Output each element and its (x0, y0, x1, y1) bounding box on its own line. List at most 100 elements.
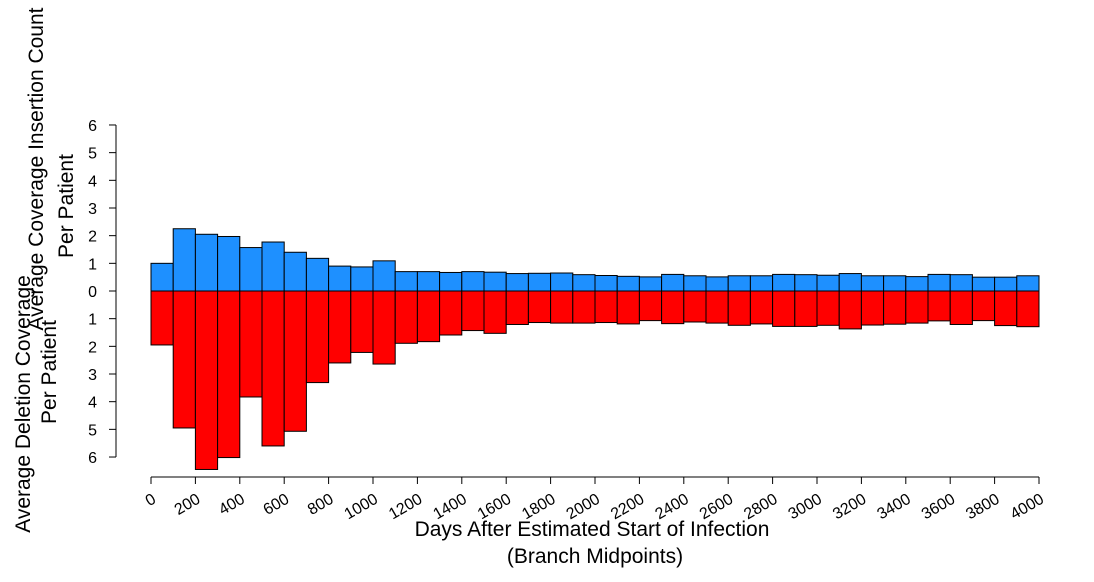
insertion-bar-26 (727, 275, 751, 292)
deletion-bar-26 (727, 290, 751, 326)
deletion-bar-37 (971, 290, 996, 322)
deletion-bar-19 (572, 290, 596, 324)
x-tick-label-0: 0 (143, 491, 159, 510)
y-axis-title-insertion: Average Coverage Insertion Count (25, 7, 48, 330)
insertion-bar-2 (194, 233, 219, 292)
insertion-bar-3 (217, 235, 241, 292)
x-axis-title: Days After Estimated Start of Infection (415, 518, 770, 541)
insertion-bar-39 (1016, 275, 1040, 292)
deletion-bar-25 (705, 290, 729, 324)
insertion-bar-25 (705, 276, 729, 292)
deletion-bar-33 (883, 290, 907, 325)
insertion-bar-34 (905, 276, 929, 292)
x-tick-label-17: 3400 (874, 491, 913, 524)
deletion-bar-27 (749, 290, 774, 325)
deletion-bar-5 (261, 290, 285, 447)
insertion-bar-24 (683, 275, 707, 292)
deletion-bar-11 (394, 290, 418, 344)
deletion-bar-15 (483, 290, 507, 334)
deletion-bar-31 (838, 290, 862, 330)
x-tick-label-2: 400 (216, 491, 248, 519)
deletion-bar-20 (594, 290, 618, 324)
insertion-bar-19 (572, 274, 596, 292)
deletion-bar-9 (350, 290, 374, 353)
insertion-bar-22 (638, 276, 663, 292)
y-lower-tick-label-3: 3 (88, 367, 97, 384)
deletion-bar-30 (816, 290, 840, 326)
insertion-bar-8 (328, 265, 352, 292)
insertion-bar-10 (372, 260, 396, 292)
y-upper-tick-label-6: 6 (88, 118, 97, 135)
insertion-bar-23 (661, 273, 685, 292)
insertion-bar-14 (461, 271, 485, 292)
insertion-bar-37 (971, 276, 996, 292)
deletion-bar-17 (527, 290, 552, 324)
insertion-bar-20 (594, 275, 618, 292)
insertion-bar-16 (505, 273, 529, 292)
y-upper-tick-label-4: 4 (88, 173, 97, 190)
deletion-bar-39 (1016, 290, 1040, 328)
y-lower-tick-label-2: 2 (88, 339, 97, 356)
y-upper-tick-label-2: 2 (88, 229, 97, 246)
deletion-bar-34 (905, 290, 929, 324)
x-tick-label-18: 3600 (919, 491, 958, 524)
y-upper-tick-label-3: 3 (88, 201, 97, 218)
deletion-bar-23 (661, 290, 685, 325)
y-axis-subtitle-insertion: Per Patient (55, 154, 78, 258)
insertion-bar-29 (794, 274, 818, 292)
deletion-bar-22 (638, 290, 663, 322)
deletion-bar-4 (239, 290, 263, 398)
insertion-bar-30 (816, 274, 840, 292)
deletion-bar-21 (616, 290, 640, 325)
deletion-bar-13 (439, 290, 463, 336)
deletion-bar-16 (505, 290, 529, 325)
deletion-bar-12 (416, 290, 441, 343)
y-lower-tick-label-4: 4 (88, 395, 97, 412)
deletion-bar-38 (994, 290, 1018, 327)
y-upper-tick-label-5: 5 (88, 146, 97, 163)
y-lower-tick-label-5: 5 (88, 422, 97, 439)
insertion-bar-5 (261, 241, 285, 292)
deletion-bar-1 (172, 290, 196, 429)
deletion-bar-0 (150, 290, 174, 346)
y-axis-title-deletion: Average Deletion Coverage (12, 275, 35, 533)
insertion-bar-11 (394, 271, 418, 292)
deletion-bar-36 (949, 290, 973, 325)
y-axis-subtitle-deletion: Per Patient (38, 320, 61, 424)
insertion-bar-7 (305, 257, 330, 292)
insertion-bar-17 (527, 272, 552, 292)
deletion-bar-14 (461, 290, 485, 332)
x-tick-label-5: 1000 (342, 491, 381, 524)
y-upper-tick-label-0: 0 (88, 284, 97, 301)
insertion-bar-18 (550, 272, 574, 292)
deletion-bar-18 (550, 290, 574, 324)
insertion-bar-36 (949, 274, 973, 292)
x-tick-label-1: 200 (172, 491, 204, 519)
deletion-bar-7 (305, 290, 330, 384)
deletion-bar-29 (794, 290, 818, 327)
insertion-bar-1 (172, 228, 196, 292)
deletion-bar-10 (372, 290, 396, 365)
y-upper-tick-label-1: 1 (88, 256, 97, 273)
deletion-bar-8 (328, 290, 352, 364)
x-tick-label-15: 3000 (786, 491, 825, 524)
y-lower-tick-label-1: 1 (88, 312, 97, 329)
insertion-bar-6 (283, 251, 307, 292)
bars-group (150, 228, 1040, 470)
insertion-bar-31 (838, 273, 862, 292)
insertion-bar-28 (772, 273, 796, 292)
deletion-bar-2 (194, 290, 219, 470)
deletion-bar-28 (772, 290, 796, 327)
insertion-bar-27 (749, 275, 774, 292)
deletion-bar-35 (927, 290, 951, 322)
insertion-bar-32 (860, 275, 885, 292)
insertion-bar-38 (994, 276, 1018, 292)
insertion-bar-33 (883, 275, 907, 292)
insertion-bar-9 (350, 266, 374, 292)
deletion-bar-32 (860, 290, 885, 326)
deletion-bar-6 (283, 290, 307, 432)
insertion-bar-15 (483, 271, 507, 292)
insertion-bar-35 (927, 273, 951, 292)
insertion-bar-13 (439, 271, 463, 292)
